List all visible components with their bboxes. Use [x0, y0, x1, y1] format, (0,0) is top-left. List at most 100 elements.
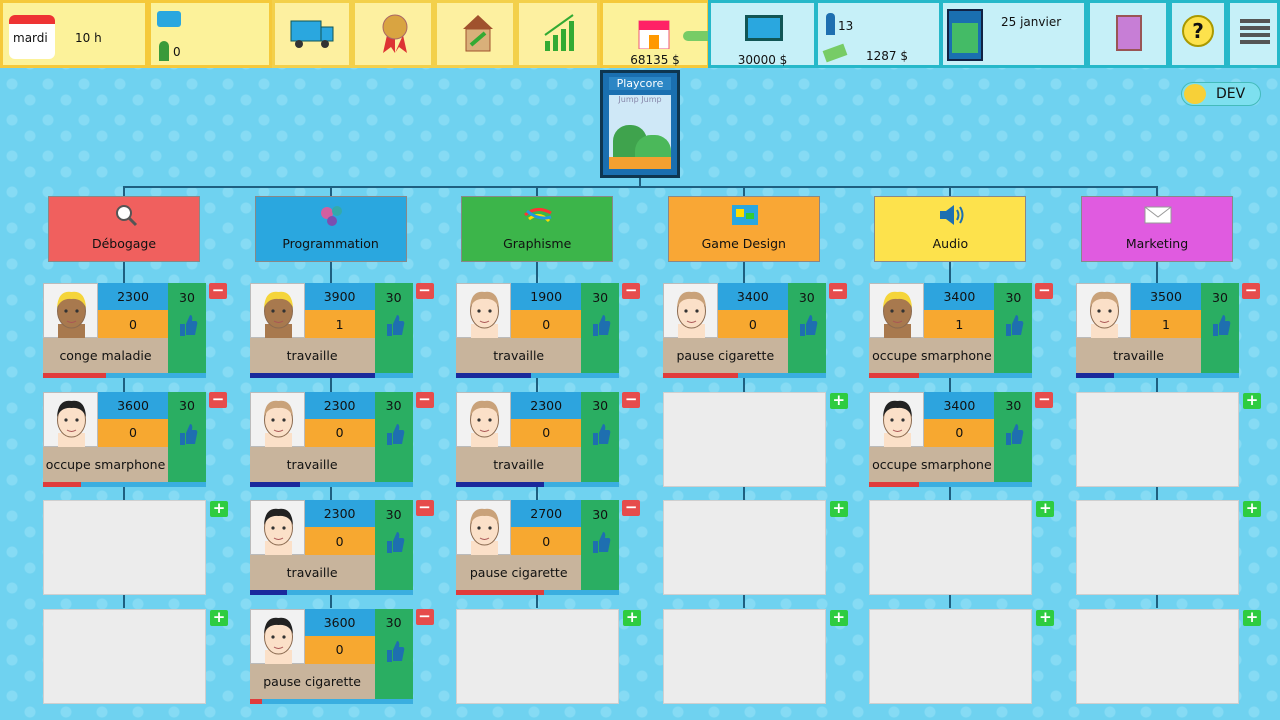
- employee-card[interactable]: 2300 0 30 travaille −: [456, 391, 641, 487]
- dev-label: DEV: [1216, 86, 1246, 102]
- cover-thumb: [947, 9, 983, 61]
- employee-card[interactable]: 3400 1 30 occupe smarphone −: [869, 283, 1054, 378]
- thumb-icon: [386, 532, 404, 554]
- empty-slot[interactable]: +: [1076, 500, 1261, 596]
- empty-slot[interactable]: +: [662, 608, 848, 704]
- hire-button[interactable]: +: [1243, 501, 1261, 518]
- morale: 30: [385, 506, 402, 522]
- employee-card[interactable]: 3500 1 30 travaille −: [1076, 283, 1260, 378]
- empty-slot[interactable]: +: [43, 500, 228, 596]
- face: [57, 400, 86, 448]
- status: travaille: [456, 338, 582, 373]
- fire-button[interactable]: −: [1242, 283, 1260, 299]
- progress-track: [869, 481, 1033, 487]
- morale-panel: 30: [374, 391, 413, 482]
- dev-toggle[interactable]: DEV: [1181, 82, 1261, 106]
- book-button[interactable]: [1087, 0, 1169, 68]
- stats-button[interactable]: [516, 0, 600, 68]
- empty-slot[interactable]: +: [1076, 608, 1261, 704]
- fire-button[interactable]: −: [415, 391, 434, 408]
- employee-card[interactable]: 3600 0 30 occupe smarphone −: [43, 391, 227, 487]
- progress-bar: [249, 698, 263, 704]
- monitor-icon: [745, 15, 783, 41]
- empty-slot[interactable]: +: [43, 608, 228, 704]
- time-panel: mardi 10 h: [0, 0, 148, 68]
- thumb-icon: [1213, 315, 1231, 336]
- morale-panel: 30: [168, 283, 206, 373]
- employee-card[interactable]: 3400 0 30 occupe smarphone −: [869, 391, 1054, 487]
- fire-button[interactable]: −: [415, 608, 434, 625]
- award-button[interactable]: [352, 0, 434, 68]
- empty-slot[interactable]: +: [662, 500, 848, 596]
- morale-panel: 30: [994, 391, 1033, 482]
- menu-button[interactable]: [1227, 0, 1280, 68]
- salary: 3600: [304, 608, 375, 636]
- morale-icon: [385, 422, 405, 449]
- morale: 30: [1005, 289, 1022, 305]
- hire-button[interactable]: +: [1243, 392, 1261, 409]
- calendar-icon: [9, 15, 55, 59]
- salary: 3400: [924, 391, 995, 419]
- progress-track: [249, 590, 413, 596]
- top-bar: mardi 10 h 0 68135 $ 30000 $ 13 1287 $ 2…: [0, 0, 1280, 68]
- fire-button[interactable]: −: [1035, 283, 1054, 299]
- face-box: [456, 500, 512, 557]
- fire-button[interactable]: −: [828, 283, 847, 299]
- salary: 3600: [98, 391, 168, 419]
- hire-button[interactable]: +: [1243, 609, 1261, 626]
- face-box: [456, 283, 512, 339]
- employee-card[interactable]: 3600 0 30 pause cigarette −: [249, 608, 434, 704]
- fire-button[interactable]: −: [622, 500, 641, 517]
- face: [57, 291, 86, 339]
- hire-button[interactable]: +: [829, 501, 848, 518]
- fire-button[interactable]: −: [209, 391, 227, 408]
- employee-card[interactable]: 2700 0 30 pause cigarette −: [456, 500, 641, 596]
- hire-button[interactable]: +: [210, 609, 228, 626]
- fire-button[interactable]: −: [622, 283, 641, 299]
- salary: 2300: [511, 391, 582, 419]
- employee-card[interactable]: 2300 0 30 travaille −: [249, 391, 434, 487]
- fire-button[interactable]: −: [415, 500, 434, 517]
- fire-button[interactable]: −: [622, 391, 641, 408]
- employee-count: 13: [838, 19, 854, 33]
- progress-bar: [662, 373, 738, 378]
- hire-button[interactable]: +: [829, 392, 848, 409]
- tree-line: [123, 186, 1158, 188]
- department: Audio: [874, 196, 1027, 262]
- hire-button[interactable]: +: [829, 609, 848, 626]
- morale-panel: 30: [581, 391, 620, 482]
- hire-button[interactable]: +: [623, 609, 642, 626]
- face-box: [456, 391, 512, 448]
- empty-slot[interactable]: +: [869, 608, 1055, 704]
- status: occupe smarphone: [43, 446, 168, 482]
- employee-card[interactable]: 3900 1 30 travaille −: [249, 283, 434, 378]
- empty-slot[interactable]: +: [869, 500, 1055, 596]
- morale-icon: [591, 530, 611, 557]
- employee-card[interactable]: 2300 0 30 conge maladie −: [43, 283, 227, 378]
- hire-button[interactable]: +: [210, 501, 228, 518]
- morale-panel: 30: [994, 283, 1033, 373]
- employee-card[interactable]: 1900 0 30 travaille −: [456, 283, 641, 378]
- empty-slot[interactable]: +: [1076, 391, 1261, 487]
- truck-button[interactable]: [272, 0, 352, 68]
- empty-slot[interactable]: +: [662, 391, 848, 487]
- status: travaille: [456, 446, 582, 482]
- hire-button[interactable]: +: [1036, 609, 1055, 626]
- help-button[interactable]: ?: [1169, 0, 1227, 68]
- morale-panel: 30: [581, 283, 620, 373]
- morale: 30: [798, 289, 815, 305]
- hire-button[interactable]: +: [1036, 501, 1055, 518]
- thumb-icon: [386, 640, 404, 662]
- empty-slot[interactable]: +: [456, 608, 642, 704]
- office-button[interactable]: [434, 0, 516, 68]
- fire-button[interactable]: −: [209, 283, 227, 299]
- employee-card[interactable]: 3400 0 30 pause cigarette −: [662, 283, 847, 378]
- desk-icon: [157, 11, 181, 27]
- morale-icon: [385, 313, 405, 340]
- thumb-icon: [593, 532, 611, 554]
- fire-button[interactable]: −: [1035, 391, 1054, 408]
- fire-button[interactable]: −: [415, 283, 434, 299]
- employee-card[interactable]: 2300 0 30 travaille −: [249, 500, 434, 596]
- salary: 2300: [98, 283, 168, 310]
- face: [263, 617, 293, 665]
